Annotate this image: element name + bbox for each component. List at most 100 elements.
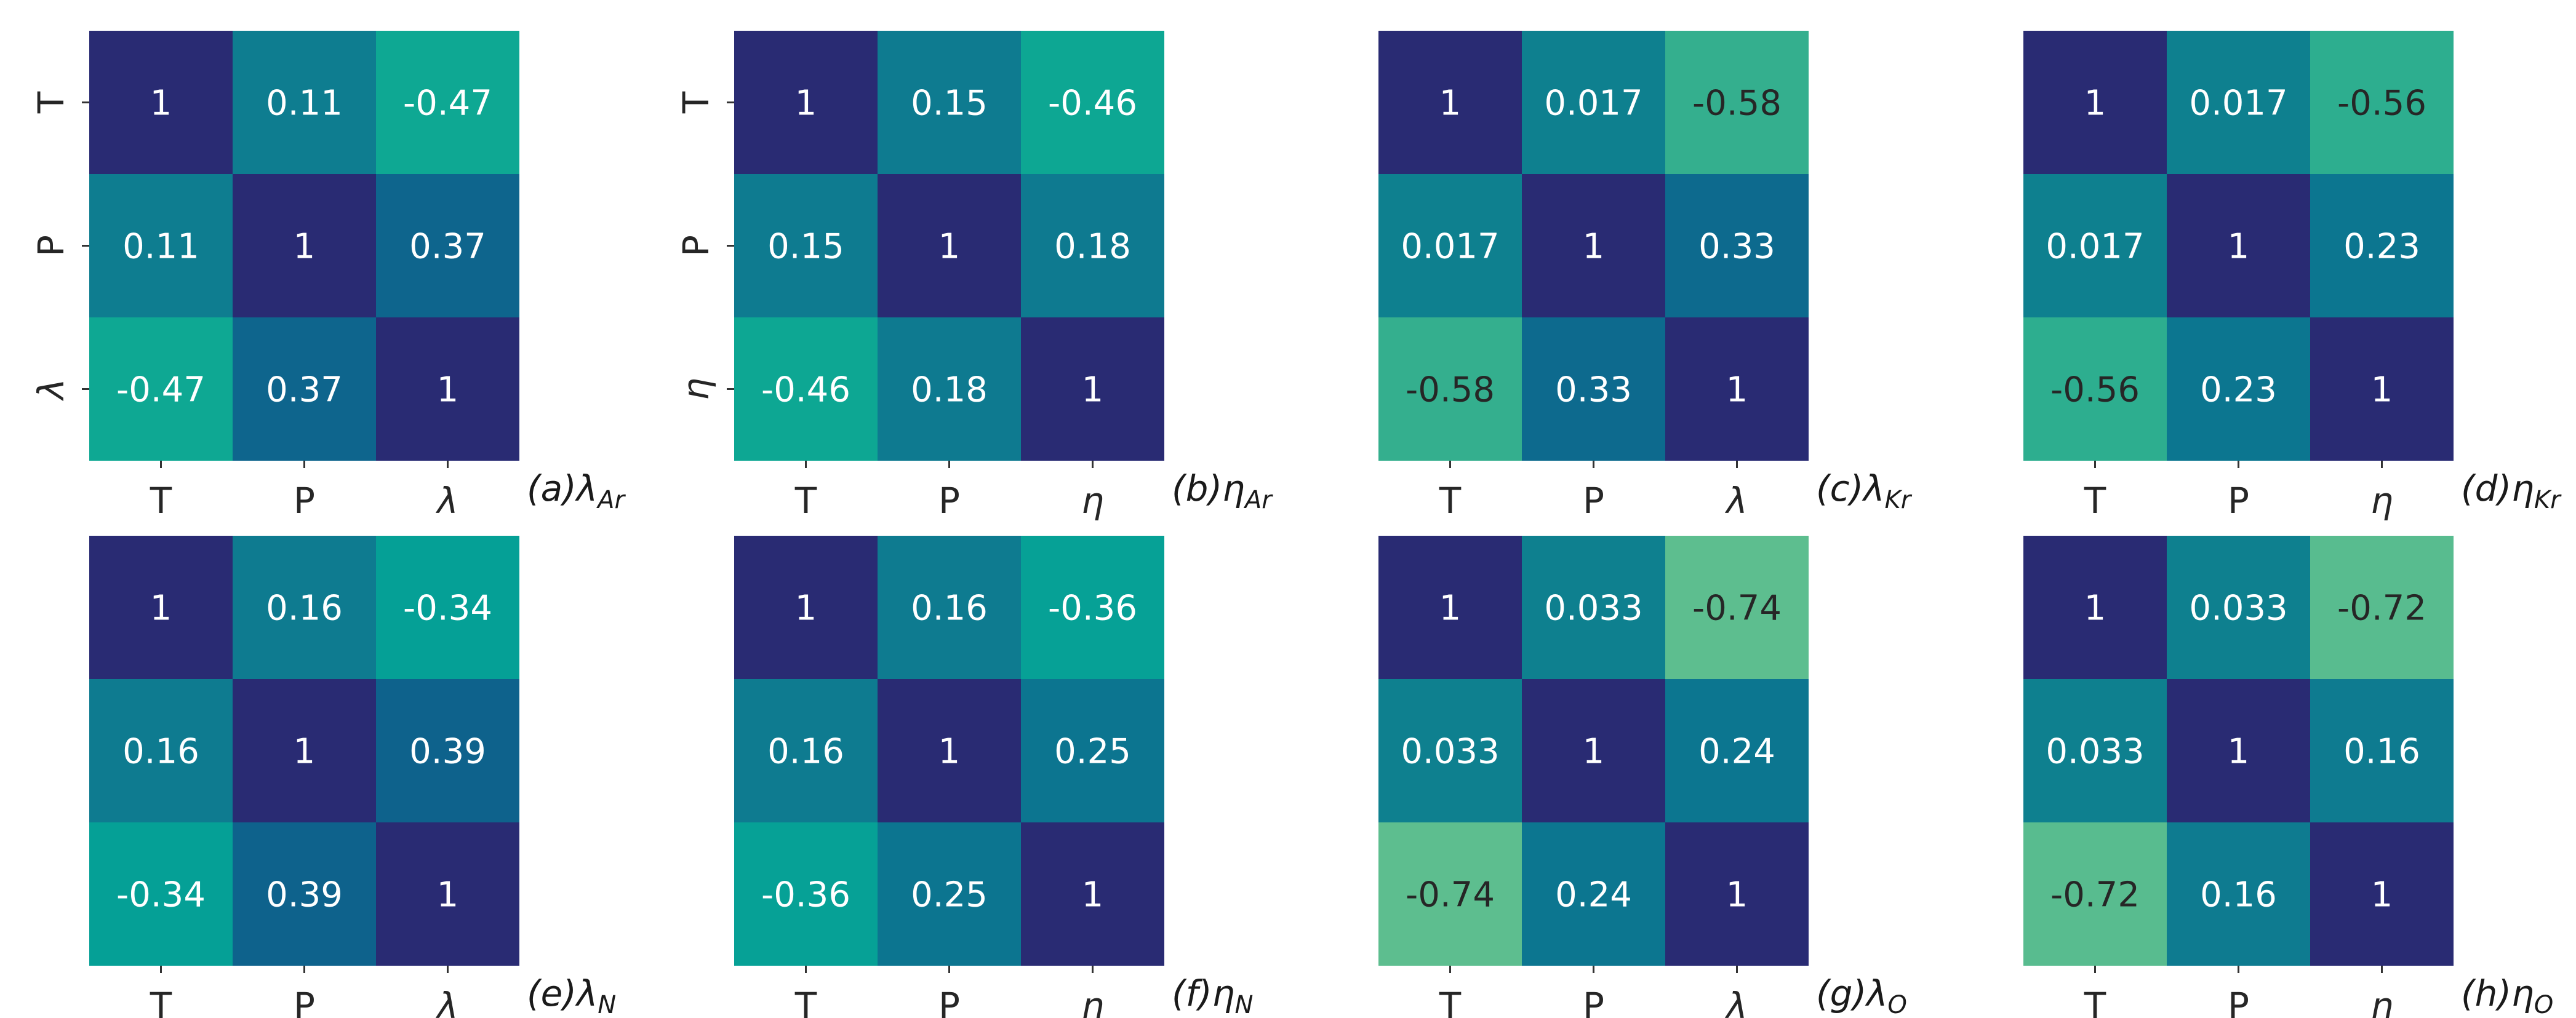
heatmap-cell <box>878 174 1021 317</box>
heatmap-cell <box>1522 536 1665 679</box>
heatmap-cell <box>376 536 519 679</box>
cell-value: 0.18 <box>1054 227 1131 267</box>
panel-caption: (a)λAr <box>527 467 626 514</box>
heatmap-cell <box>1378 822 1522 966</box>
x-tick-label: T <box>1439 985 1462 1018</box>
heatmap-cell <box>2310 317 2454 461</box>
cell-value: 1 <box>294 227 316 267</box>
cell-value: 1 <box>1726 370 1748 410</box>
heatmap-cell <box>734 822 878 966</box>
heatmap-cell <box>2023 536 2167 679</box>
heatmap-cell <box>2023 174 2167 317</box>
cell-value: -0.46 <box>761 370 850 410</box>
panel-caption: (g)λO <box>1816 972 1907 1018</box>
heatmap-cell <box>878 822 1021 966</box>
cell-value: 1 <box>1726 875 1748 915</box>
heatmap-cell <box>878 536 1021 679</box>
x-tick-label: P <box>2228 480 2249 522</box>
x-tick-label: P <box>1583 985 1604 1018</box>
x-tick-label: P <box>294 985 315 1018</box>
cell-value: 0.23 <box>2343 227 2420 267</box>
cell-value: 1 <box>938 227 961 267</box>
x-tick-label: T <box>794 480 817 522</box>
heatmap-cell <box>1378 317 1522 461</box>
cell-value: 1 <box>294 732 316 772</box>
heatmap-cell <box>233 679 376 822</box>
panel-caption: (h)ηO <box>2461 972 2553 1018</box>
panel-caption: (c)λKr <box>1816 467 1913 514</box>
heatmap-cell <box>878 31 1021 174</box>
cell-value: -0.56 <box>2050 370 2140 410</box>
x-tick-label: T <box>150 985 172 1018</box>
heatmap-cell <box>2310 31 2454 174</box>
cell-value: 1 <box>2228 227 2250 267</box>
heatmap-cell <box>1665 317 1809 461</box>
cell-value: 1 <box>938 732 961 772</box>
x-tick-label: P <box>2228 985 2249 1018</box>
panel-caption: (d)ηKr <box>2461 467 2562 514</box>
cell-value: -0.58 <box>1692 84 1782 124</box>
cell-value: 0.16 <box>767 732 844 772</box>
cell-value: 0.16 <box>2343 732 2420 772</box>
x-tick-label: λ <box>435 480 458 522</box>
heatmap-cell <box>376 174 519 317</box>
cell-value: 1 <box>1583 227 1605 267</box>
cell-value: 1 <box>150 589 172 629</box>
x-tick-label: η <box>1081 985 1104 1018</box>
heatmap-cell <box>2023 679 2167 822</box>
heatmap-cell <box>2167 174 2310 317</box>
x-tick-label: T <box>2084 985 2106 1018</box>
heatmap-cell <box>2167 536 2310 679</box>
heatmap-cell <box>89 822 233 966</box>
cell-value: 0.11 <box>266 84 343 124</box>
cell-value: 0.39 <box>266 875 343 915</box>
y-tick-label: T <box>675 91 717 114</box>
heatmap-cell <box>1522 822 1665 966</box>
heatmap-cell <box>734 31 878 174</box>
heatmap-cell <box>1522 317 1665 461</box>
x-tick-label: T <box>150 480 172 522</box>
cell-value: 0.033 <box>2189 589 2287 629</box>
heatmap-cell <box>1378 679 1522 822</box>
x-tick-label: λ <box>435 985 458 1018</box>
y-tick-label: η <box>675 378 717 400</box>
cell-value: 0.15 <box>911 84 988 124</box>
cell-value: 0.017 <box>1544 84 1642 124</box>
cell-value: 0.017 <box>1401 227 1499 267</box>
x-tick-label: λ <box>1724 985 1747 1018</box>
cell-value: -0.74 <box>1406 875 1495 915</box>
cell-value: -0.56 <box>2337 84 2426 124</box>
heatmap-cell <box>734 536 878 679</box>
heatmap-cell <box>1665 174 1809 317</box>
heatmap-cell <box>2167 31 2310 174</box>
heatmap-cell <box>376 822 519 966</box>
cell-value: 1 <box>150 84 172 124</box>
heatmap-cell <box>1021 536 1164 679</box>
cell-value: 0.033 <box>1401 732 1499 772</box>
cell-value: -0.47 <box>403 84 492 124</box>
cell-value: -0.34 <box>116 875 206 915</box>
cell-value: 0.25 <box>1054 732 1131 772</box>
cell-value: 0.033 <box>1544 589 1642 629</box>
heatmap-cell <box>878 317 1021 461</box>
heatmap-cell <box>1665 679 1809 822</box>
heatmap-cell <box>233 317 376 461</box>
heatmap-cell <box>376 31 519 174</box>
x-tick-label: λ <box>1724 480 1747 522</box>
heatmap-cell <box>1522 174 1665 317</box>
cell-value: 0.24 <box>1555 875 1632 915</box>
heatmap-cell <box>2310 174 2454 317</box>
heatmap-cell <box>1378 174 1522 317</box>
heatmap-cell <box>1021 679 1164 822</box>
heatmap-cell <box>734 317 878 461</box>
heatmap-cell <box>734 174 878 317</box>
cell-value: 1 <box>1082 875 1104 915</box>
heatmap-cell <box>1522 31 1665 174</box>
y-tick-label: λ <box>30 378 72 401</box>
cell-value: 0.16 <box>122 732 199 772</box>
